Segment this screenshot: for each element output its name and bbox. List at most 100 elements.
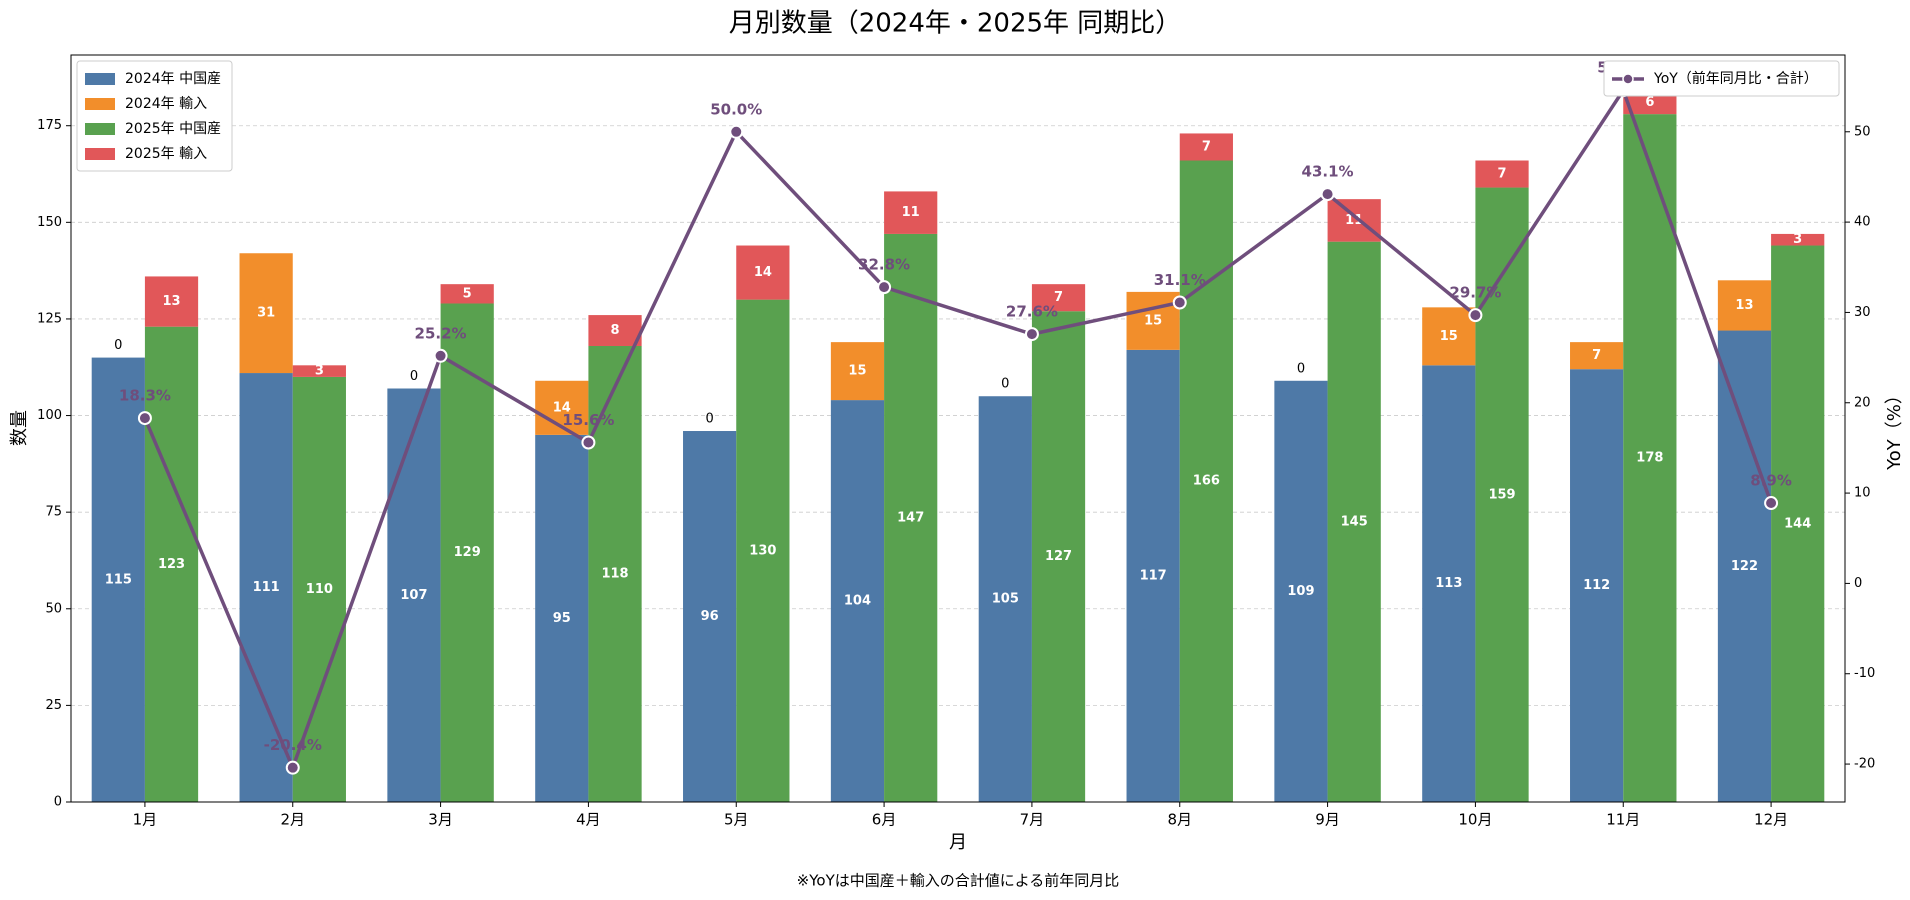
bar — [1327, 199, 1381, 242]
bar-value-label: 0 — [1297, 361, 1305, 376]
x-tick-label: 8月 — [1167, 811, 1192, 829]
y2-tick-label: 30 — [1854, 305, 1871, 320]
bar-value-label: 7 — [1054, 290, 1063, 305]
y2-tick-label: 50 — [1854, 124, 1871, 139]
bar-value-label: 129 — [454, 545, 481, 560]
bar — [1623, 114, 1677, 803]
bar — [1126, 291, 1180, 350]
x-tick-label: 4月 — [576, 811, 601, 829]
legend-box — [1603, 60, 1840, 97]
bar — [1475, 187, 1529, 802]
line-marker — [581, 435, 596, 450]
legend-swatch — [85, 123, 115, 135]
bar-value-label: 3 — [1793, 232, 1802, 247]
bar — [1771, 233, 1825, 246]
bar — [736, 299, 790, 802]
bar-value-label: 31 — [257, 306, 275, 321]
line-marker — [1764, 496, 1779, 511]
legend-swatch — [85, 98, 115, 110]
bar-value-label: 15 — [848, 364, 866, 379]
bar-value-label: 8 — [611, 323, 620, 338]
bar-value-label: 7 — [1498, 167, 1507, 182]
bar-value-label: 11 — [902, 205, 920, 220]
bar — [1274, 380, 1328, 802]
line-marker — [1320, 187, 1335, 202]
line-value-label: -20.4% — [264, 736, 322, 754]
bar — [535, 434, 589, 802]
legend-swatch — [85, 73, 115, 85]
bar — [683, 431, 737, 802]
y2-tick-label: -20 — [1854, 757, 1875, 772]
bar-value-label: 147 — [897, 510, 924, 525]
bar-value-label: 15 — [1440, 329, 1458, 344]
bar — [884, 233, 938, 803]
y-tick-label: 175 — [37, 118, 62, 133]
bar-value-label: 144 — [1784, 516, 1811, 531]
legend-box — [76, 60, 233, 172]
line — [143, 88, 1773, 770]
line-marker — [1024, 327, 1039, 342]
bar — [91, 357, 145, 802]
legend-swatch — [85, 148, 115, 160]
y2-tick-label: 40 — [1854, 215, 1871, 230]
line-value-label: 29.7% — [1449, 284, 1501, 302]
line-value-label: 50.0% — [710, 100, 762, 118]
line-value-label: 18.3% — [119, 387, 171, 405]
bar-value-label: 105 — [992, 592, 1019, 607]
bar-value-label: 115 — [105, 572, 132, 587]
bar-value-label: 113 — [1435, 576, 1462, 591]
bar — [1570, 369, 1624, 802]
bar-value-label: 3 — [315, 364, 324, 379]
y2-tick-label: 20 — [1854, 395, 1871, 410]
bar-value-label: 122 — [1731, 559, 1758, 574]
x-tick-label: 2月 — [280, 811, 305, 829]
line-value-label: 43.1% — [1302, 163, 1354, 181]
line-value-label: 27.6% — [1006, 303, 1058, 321]
plot-frame — [70, 54, 1846, 803]
line-marker — [1468, 308, 1483, 323]
bar — [1717, 280, 1772, 331]
bar-value-label: 118 — [601, 566, 628, 581]
x-tick-label: 11月 — [1606, 811, 1640, 829]
x-tick-label: 1月 — [133, 811, 158, 829]
x-tick-label: 3月 — [428, 811, 453, 829]
bar — [292, 365, 346, 377]
bar-value-label: 130 — [749, 543, 776, 558]
bar-value-label: 11 — [1345, 213, 1363, 228]
y2-tick-label: 10 — [1854, 486, 1871, 501]
bar — [1623, 90, 1677, 115]
y-tick-label: 25 — [45, 698, 62, 713]
line-value-label: 31.1% — [1154, 271, 1206, 289]
x-tick-label: 12月 — [1754, 811, 1788, 829]
bar-value-label: 7 — [1592, 348, 1601, 363]
legend-label: YoY（前年同月比・合計） — [1653, 70, 1818, 87]
bar-value-label: 14 — [553, 400, 571, 415]
y2-tick-label: -10 — [1854, 666, 1875, 681]
bar — [1327, 241, 1381, 802]
line-marker — [137, 411, 152, 426]
bar-value-label: 0 — [1001, 377, 1009, 392]
bar — [239, 253, 293, 374]
bar — [1422, 365, 1476, 802]
line-marker — [877, 280, 892, 295]
bar-value-label: 109 — [1287, 584, 1314, 599]
bar-value-label: 104 — [844, 594, 871, 609]
bar-value-label: 0 — [410, 369, 418, 384]
y-axis-label: 数量 — [9, 410, 30, 446]
bar-value-label: 166 — [1193, 474, 1220, 489]
bar-value-label: 0 — [705, 412, 713, 427]
bar — [292, 376, 346, 802]
x-tick-label: 10月 — [1458, 811, 1492, 829]
y-tick-label: 100 — [37, 408, 62, 423]
line-value-label: 25.2% — [415, 324, 467, 342]
bar — [978, 396, 1032, 802]
line-value-label: 8.9% — [1750, 472, 1792, 490]
bar — [440, 284, 494, 304]
bar — [1570, 342, 1624, 370]
bar — [144, 326, 199, 802]
bar-value-label: 14 — [754, 265, 772, 280]
bar-value-label: 111 — [253, 580, 280, 595]
bar — [144, 276, 199, 327]
legend-label: 2024年 中国産 — [125, 71, 221, 87]
y-tick-label: 0 — [54, 795, 62, 810]
